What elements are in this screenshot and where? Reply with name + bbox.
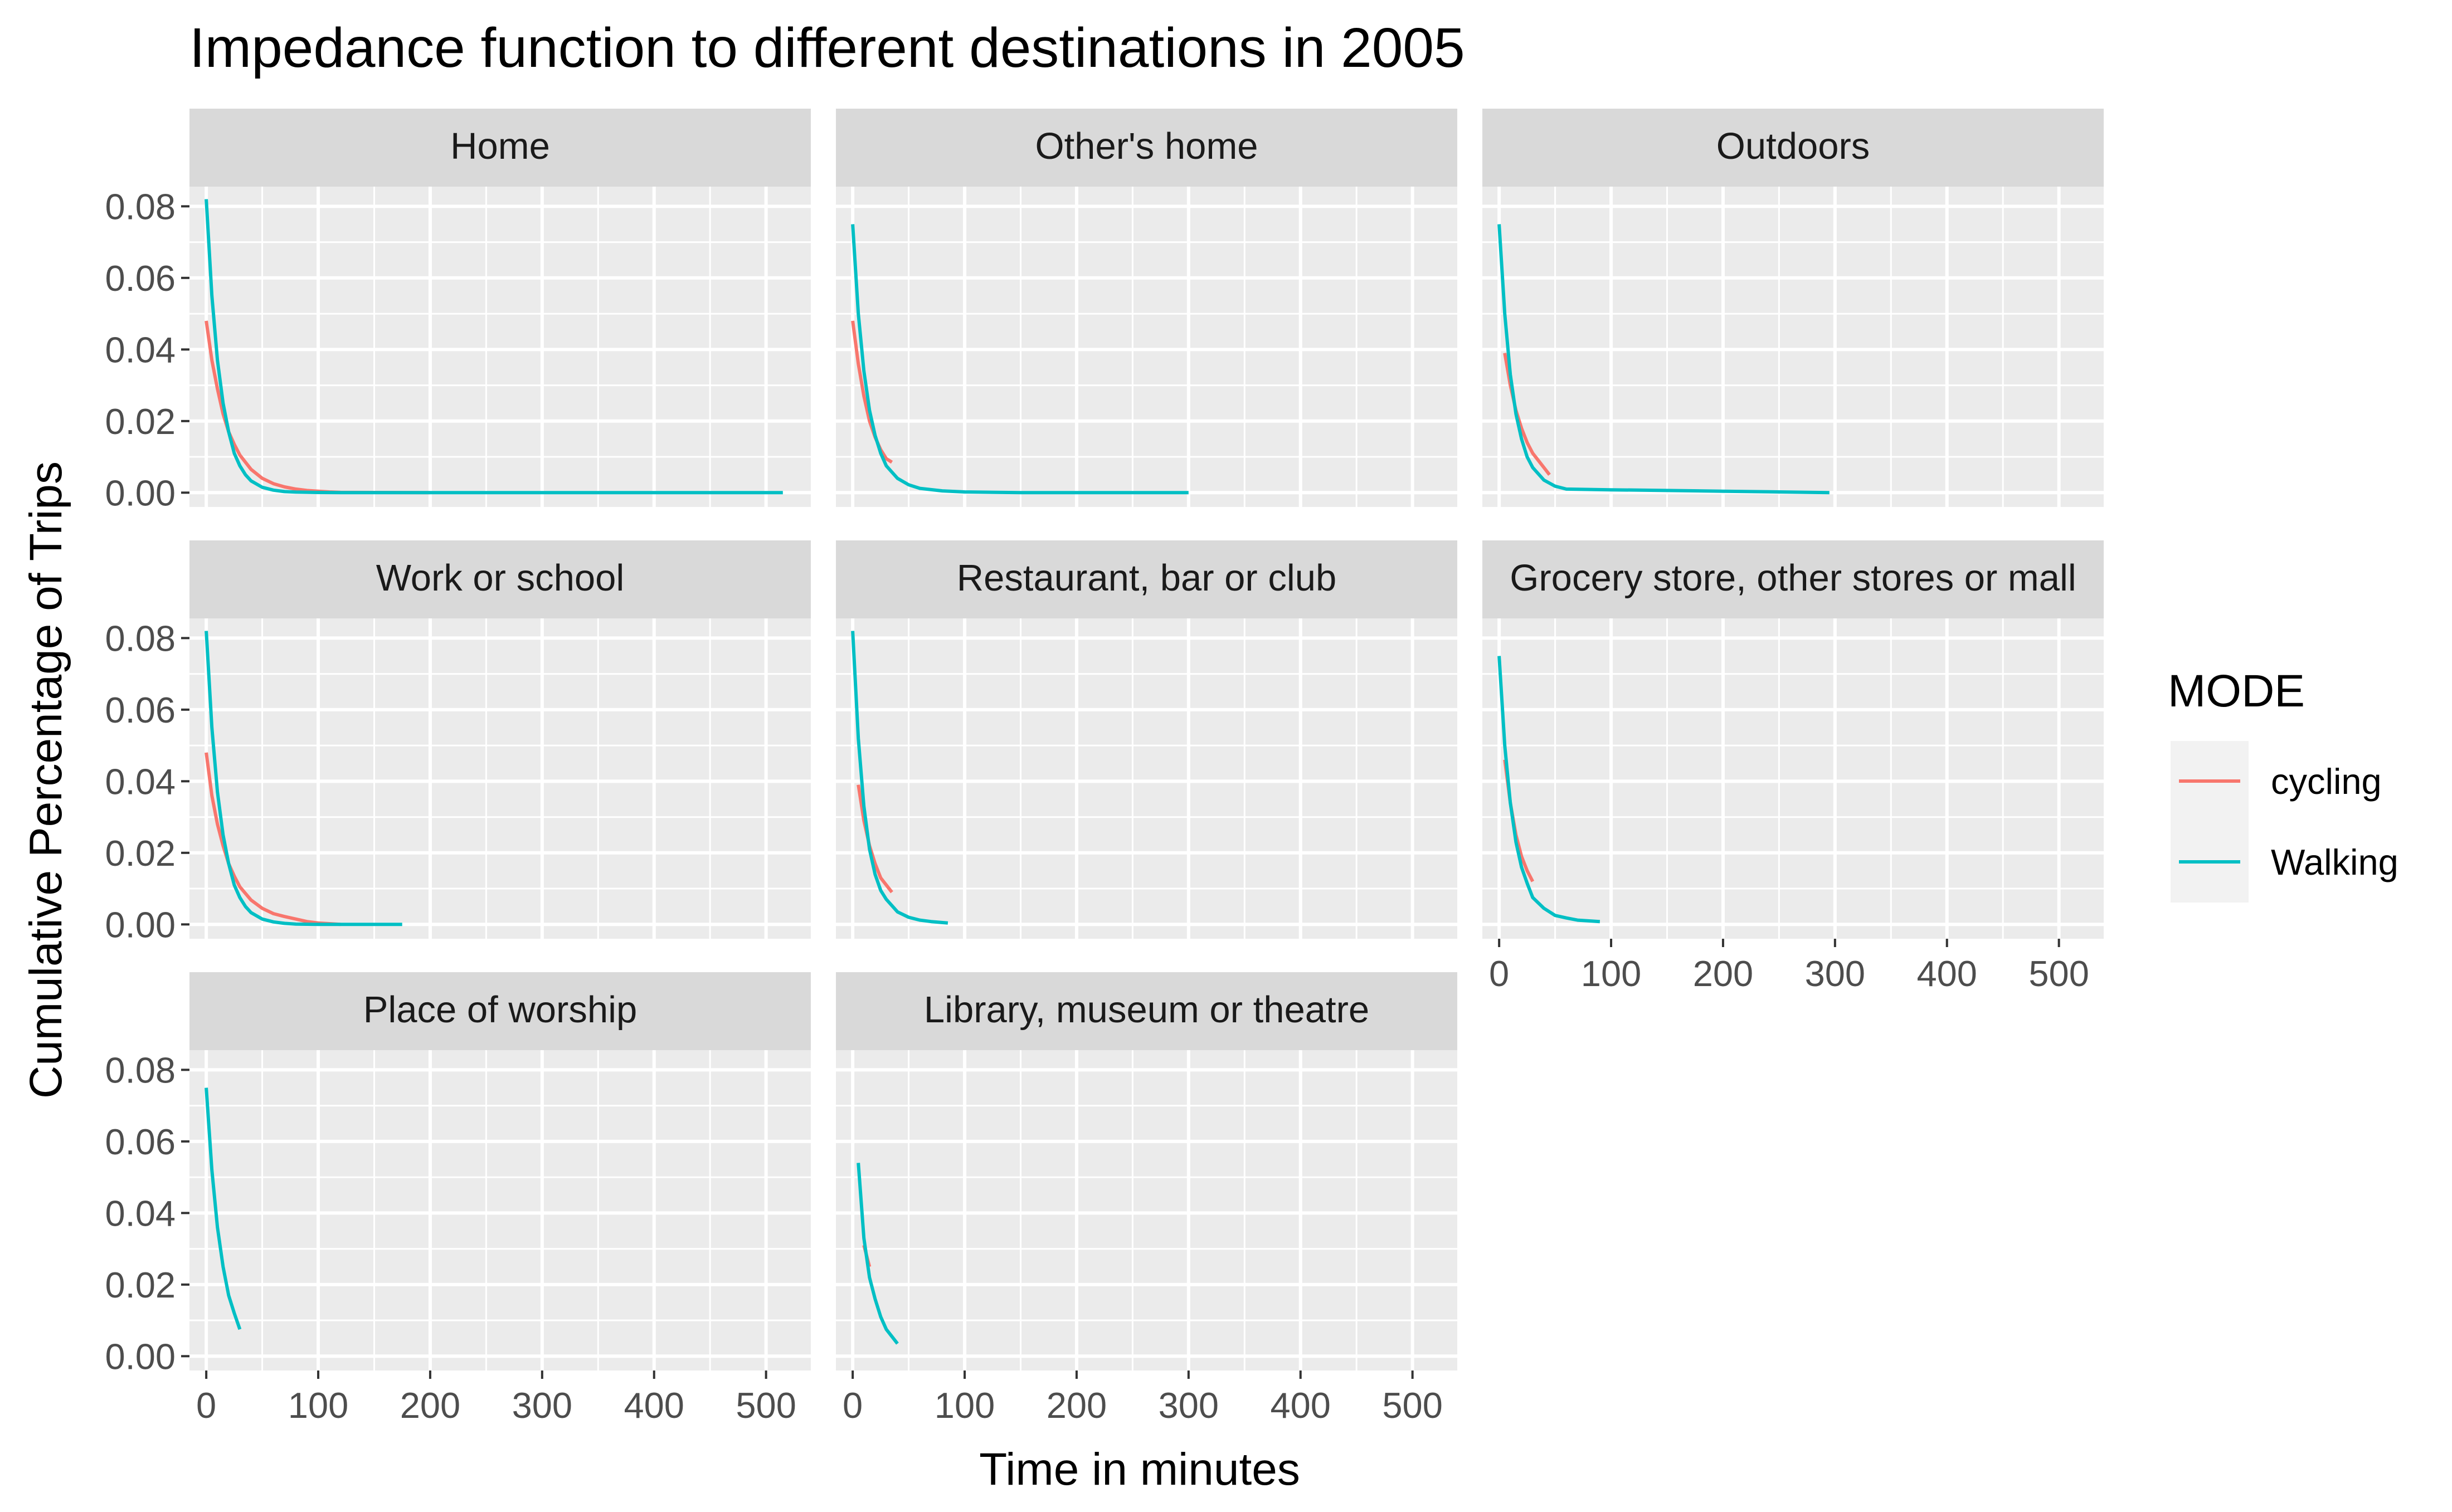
facet-label: Restaurant, bar or club (957, 557, 1337, 599)
series-line-walking (1497, 224, 1830, 495)
legend-entry-cycling: cycling (2179, 761, 2382, 802)
panel-restaurant-bar-or-club: Restaurant, bar or club (836, 540, 1457, 939)
x-tick-label: 400 (1271, 1385, 1331, 1426)
x-tick-label: 300 (512, 1385, 572, 1426)
y-tick-label: 0.06 (105, 1121, 176, 1162)
x-tick-label: 0 (843, 1385, 863, 1426)
y-tick-label: 0.06 (105, 690, 176, 730)
y-tick-label: 0.00 (105, 472, 176, 513)
y-tick-label: 0.04 (105, 1193, 176, 1233)
panel-background (836, 187, 1457, 507)
facet-label: Outdoors (1716, 125, 1870, 167)
x-tick-label: 400 (624, 1385, 684, 1426)
facet-strip (1482, 109, 2104, 187)
panel-library-museum-or-theatre: Library, museum or theatre 0 100 200 300 400 5… (836, 972, 1457, 1426)
panel-outdoors: Outdoors (1482, 109, 2104, 507)
x-tick-label: 100 (935, 1385, 995, 1426)
grid (836, 187, 1457, 507)
legend-label: Walking (2271, 842, 2399, 882)
panel-background (189, 187, 811, 507)
grid (836, 618, 1457, 939)
y-axis-title: Cumulative Percentage of Trips (21, 461, 71, 1099)
facet-strip (836, 972, 1457, 1050)
x-tick-label: 100 (288, 1385, 348, 1426)
panel-background (189, 618, 811, 939)
series-line-cycling (205, 752, 341, 926)
panel-background (1482, 187, 2104, 507)
series-line-walking (205, 1087, 242, 1330)
x-tick-label: 200 (400, 1385, 460, 1426)
panel-background (189, 1050, 811, 1370)
legend: MODE cycling Walking (2168, 666, 2399, 903)
y-tick-label: 0.08 (105, 1050, 176, 1090)
x-tick-label: 0 (196, 1385, 216, 1426)
x-tick-label: 400 (1917, 953, 1977, 994)
x-tick-label: 500 (1382, 1385, 1442, 1426)
legend-key-background (2171, 741, 2249, 903)
y-tick-label: 0.04 (105, 761, 176, 802)
panel-home: Home 0.00 0.02 0.04 0.06 0.08 (105, 109, 811, 513)
facet-strip (836, 109, 1457, 187)
facet-label: Home (450, 125, 550, 167)
x-tick-label: 0 (1489, 953, 1509, 994)
panel-background (1482, 618, 2104, 939)
legend-entries: cycling Walking (2179, 761, 2399, 882)
y-tick-label: 0.00 (105, 904, 176, 945)
x-tick-label: 500 (2028, 953, 2089, 994)
facet-label: Grocery store, other stores or mall (1510, 557, 2076, 599)
legend-label: cycling (2271, 761, 2382, 802)
panel-grocery-store-other-stores-or-mall: Grocery store, other stores or mall 0 100 2… (1482, 540, 2104, 994)
panel-place-of-worship: Place of worship 0.00 0.02 0.04 0.06 0.08 0 100… (105, 972, 811, 1426)
facet-label: Other's home (1035, 125, 1258, 167)
facet-strip (1482, 540, 2104, 618)
facet-label: Library, museum or theatre (924, 989, 1369, 1031)
y-tick-label: 0.02 (105, 833, 176, 874)
x-tick-label: 300 (1159, 1385, 1219, 1426)
y-tick-label: 0.00 (105, 1336, 176, 1377)
legend-title: MODE (2168, 666, 2305, 716)
facet-panels: Home 0.00 0.02 0.04 0.06 0.08 Other's home Outd… (105, 109, 2104, 1426)
y-tick-label: 0.08 (105, 186, 176, 227)
series-line-cycling (857, 784, 893, 894)
facet-label: Place of worship (363, 989, 638, 1031)
series-line-walking (1497, 656, 1600, 924)
x-tick-label: 100 (1581, 953, 1641, 994)
facet-strip (189, 972, 811, 1050)
facet-strip (189, 109, 811, 187)
x-tick-label: 200 (1047, 1385, 1107, 1426)
grid (189, 187, 811, 507)
grid (1482, 187, 2104, 507)
panel-other-s-home: Other's home (836, 109, 1457, 507)
chart-title: Impedance function to different destinat… (189, 17, 1465, 79)
x-axis-title: Time in minutes (979, 1444, 1300, 1495)
y-tick-label: 0.02 (105, 401, 176, 442)
grid (189, 1050, 811, 1370)
panel-background (836, 618, 1457, 939)
y-tick-label: 0.08 (105, 618, 176, 659)
series-line-walking (205, 631, 402, 926)
panel-background (836, 1050, 1457, 1370)
facet-strip (189, 540, 811, 618)
series-line-walking (205, 199, 783, 495)
x-tick-label: 300 (1805, 953, 1865, 994)
y-tick-label: 0.04 (105, 329, 176, 370)
legend-entry-walking: Walking (2179, 842, 2399, 882)
facet-strip (836, 540, 1457, 618)
y-tick-label: 0.06 (105, 258, 176, 299)
series-line-walking (857, 1163, 899, 1345)
x-tick-label: 500 (736, 1385, 796, 1426)
series-line-walking (851, 631, 948, 925)
grid (836, 1050, 1457, 1370)
x-tick-label: 200 (1693, 953, 1753, 994)
panel-work-or-school: Work or school 0.00 0.02 0.04 0.06 0.08 (105, 540, 811, 945)
series-line-walking (851, 224, 1189, 495)
facet-label: Work or school (376, 557, 625, 599)
y-tick-label: 0.02 (105, 1265, 176, 1305)
